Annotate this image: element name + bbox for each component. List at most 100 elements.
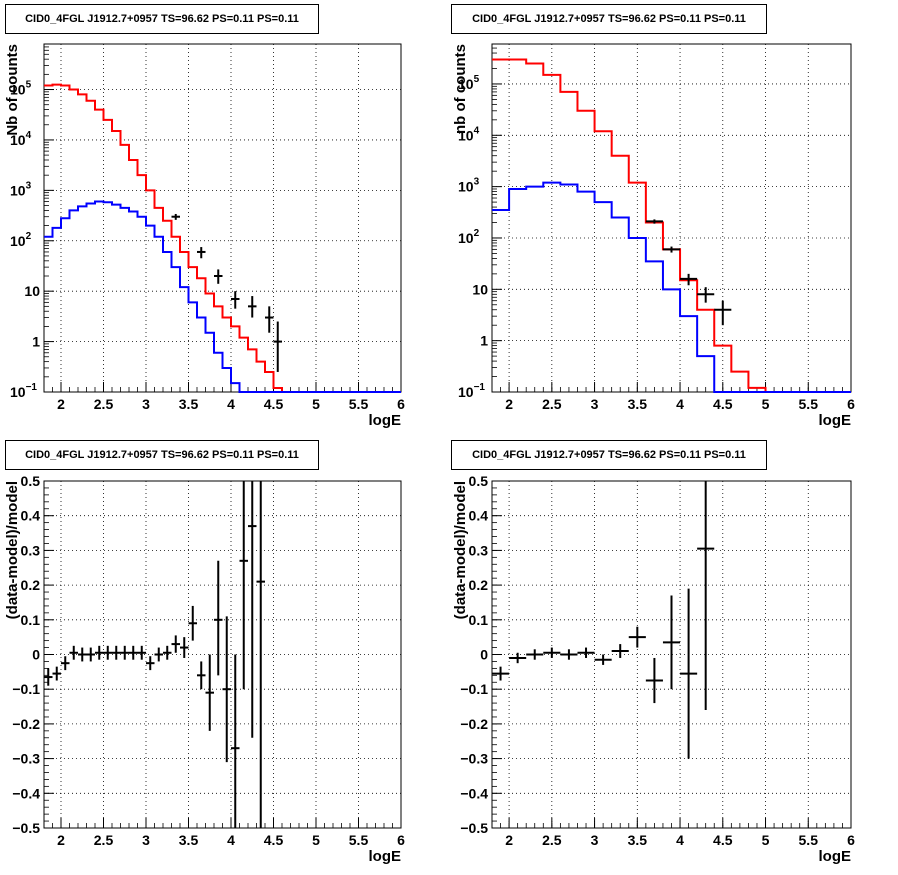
data-point [69,645,78,660]
y-tick-base: −0.5 [460,820,488,836]
y-tick-exponent: 3 [474,177,480,188]
data-point [137,645,146,660]
data-point [680,588,698,759]
histogram-series-1 [492,58,851,393]
y-tick-label: 0.4 [469,508,489,524]
data-point [103,645,112,660]
y-tick-label: 10−1 [10,382,37,400]
pad-1: 2 2.5 3 3.5 4 4.5 5 5.5 610−1110102103104105logE… [4,43,405,429]
data-point [273,321,282,372]
y-tick-base: −0.4 [12,785,40,801]
x-tick-label: 2 [505,396,513,412]
data-point [52,666,61,681]
y-tick-base: 0 [480,647,488,663]
y-tick-base: −0.3 [12,751,40,767]
y-tick-base: −0.4 [460,785,488,801]
plot-frame [491,43,852,393]
data-point [86,647,95,662]
y-tick-label: 0.5 [21,473,41,489]
y-tick-base: 0.3 [21,542,41,558]
y-tick-label: −0.2 [12,716,40,732]
data-point [628,626,646,648]
x-tick-label: 3.5 [628,832,648,848]
y-tick-base: −0.2 [12,716,40,732]
y-tick-base: 0.1 [21,612,41,628]
y-tick-base: 10 [472,281,488,297]
data-point [492,666,510,681]
x-tick-label: 5.5 [799,396,819,412]
data-point [154,647,163,662]
x-tick-label: 5 [312,832,320,848]
data-point [680,273,698,286]
data-point [231,291,240,309]
pad-3-title: CID0_4FGL J1912.7+0957 TS=96.62 PS=0.11 … [5,440,319,470]
histogram-series-2 [492,181,851,393]
data-point [146,656,155,671]
y-tick-base: 0.5 [21,473,41,489]
data-point [594,654,612,665]
x-tick-label: 5 [762,832,770,848]
data-point [95,645,104,660]
data-point [231,654,240,828]
y-tick-exponent: 4 [474,125,480,136]
y-tick-label: −0.2 [460,716,488,732]
x-tick-label: 4.5 [713,396,733,412]
y-tick-label: 1 [32,334,40,350]
x-tick-label: 3 [142,832,150,848]
y-tick-label: −0.4 [12,785,40,801]
data-point [205,654,214,731]
y-tick-base: 10 [458,76,474,92]
data-point [222,616,231,763]
y-tick-label: 104 [458,125,480,143]
y-tick-label: 103 [458,177,480,195]
y-tick-label: 0.3 [21,542,41,558]
y-tick-exponent: 3 [26,180,32,191]
x-tick-label: 3 [591,396,599,412]
x-axis-label: logE [369,848,402,865]
y-tick-exponent: −1 [26,382,38,393]
x-tick-label: 2.5 [94,396,114,412]
x-tick-label: 6 [397,396,405,412]
data-point [44,668,53,686]
data-point [239,481,248,690]
x-axis-label: logE [819,848,852,865]
data-point [611,644,629,658]
data-point [645,657,663,704]
x-tick-label: 4.5 [713,832,733,848]
histogram-series-2 [44,200,401,393]
x-tick-label: 3.5 [179,832,199,848]
data-point [248,296,257,318]
x-tick-label: 3 [591,832,599,848]
y-tick-label: 0.1 [21,612,41,628]
data-point [171,635,180,653]
y-tick-base: 10 [10,233,26,249]
data-point [180,637,189,658]
y-tick-base: 1 [480,333,488,349]
y-tick-base: −0.1 [460,681,488,697]
y-tick-base: 10 [24,283,40,299]
x-tick-label: 4 [227,832,235,848]
y-tick-label: 0.3 [469,542,489,558]
data-point [197,247,206,259]
x-tick-label: 6 [847,396,855,412]
y-tick-label: −0.4 [460,785,488,801]
y-axis-label: (data-model)/model [4,481,21,619]
x-tick-label: 5.5 [349,396,369,412]
x-axis-label: logE [819,412,852,429]
histogram-series-1 [44,83,401,393]
y-tick-base: 0.4 [21,508,41,524]
y-tick-base: 10 [10,182,26,198]
y-tick-base: 10 [10,82,26,98]
x-tick-label: 3.5 [179,396,199,412]
y-tick-label: 0 [480,647,488,663]
x-axis-label: logE [369,412,402,429]
data-point [188,605,197,641]
x-tick-label: 6 [397,832,405,848]
y-tick-base: −0.1 [12,681,40,697]
y-tick-base: −0.5 [12,820,40,836]
x-tick-label: 4.5 [264,832,284,848]
y-tick-base: −0.3 [460,751,488,767]
x-tick-label: 3 [142,396,150,412]
y-tick-label: −0.3 [12,751,40,767]
